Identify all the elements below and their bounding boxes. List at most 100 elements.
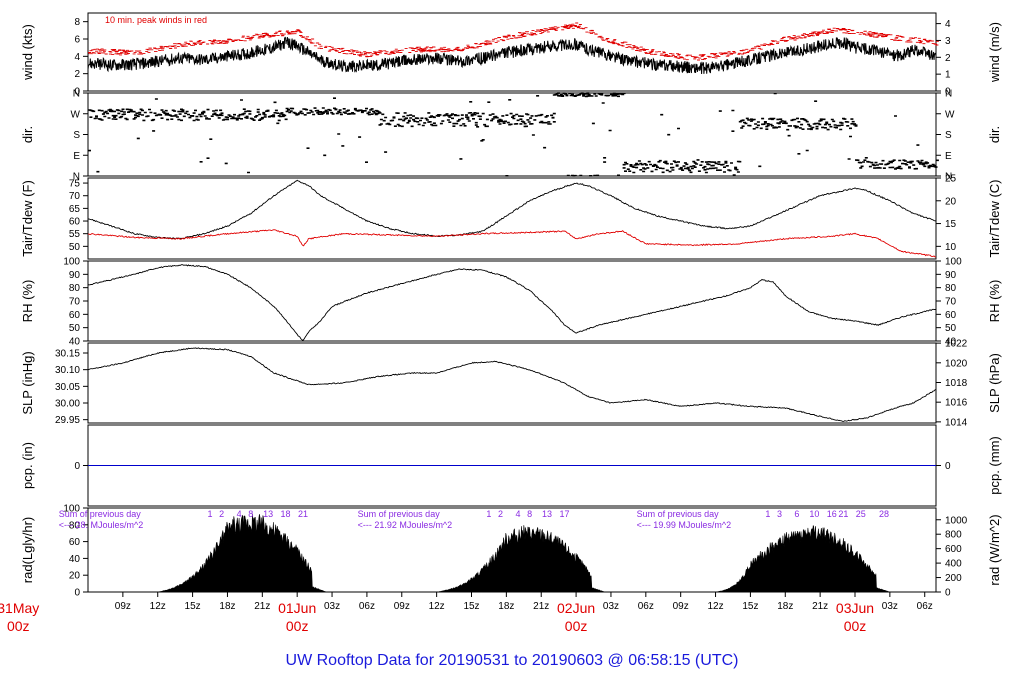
dir-ytick-label: N <box>73 89 80 100</box>
rh-ytick-label: 80 <box>69 283 81 294</box>
rh-ytick-label: 40 <box>69 337 81 348</box>
rad-day-marker: 4 <box>237 509 242 519</box>
pcp-ylabel-right: pcp. (mm) <box>987 436 1002 495</box>
pcp-ytick-right-label: 0 <box>945 461 951 472</box>
rad-day-marker: 2 <box>219 509 224 519</box>
wind-ytick-label: 8 <box>74 17 80 28</box>
rad-day-marker: 21 <box>838 509 848 519</box>
wind-ylabel: wind (kts) <box>20 24 35 81</box>
rad-ytick-label: 60 <box>69 537 81 548</box>
xtick-label: 06z <box>638 601 654 612</box>
rad-ytick-label: 40 <box>69 554 81 565</box>
rad-day-marker: 21 <box>298 509 308 519</box>
wind-ytick-right-label: 3 <box>945 36 951 47</box>
rad-day-marker: 1 <box>765 509 770 519</box>
wind-ytick-right-label: 2 <box>945 53 951 64</box>
rad-day-marker: 8 <box>248 509 253 519</box>
rad-ytick-right-label: 1000 <box>945 515 968 526</box>
temp-ytick-right-label: 20 <box>945 196 957 207</box>
temp-ylabel: Tair/Tdew (F) <box>20 180 35 257</box>
slp-ytick-label: 30.10 <box>55 365 80 376</box>
rad-ytick-right-label: 800 <box>945 530 962 541</box>
rh-ytick-right-label: 60 <box>945 310 957 321</box>
date-time-label: 00z <box>844 618 867 634</box>
dir-ytick-right-label: N <box>945 172 952 183</box>
rh-ytick-right-label: 50 <box>945 323 957 334</box>
wind-ytick-label: 2 <box>74 69 80 80</box>
temp-series-tair <box>87 179 936 240</box>
dir-ylabel-right: dir. <box>987 126 1002 143</box>
rh-ylabel: RH (%) <box>20 280 35 323</box>
slp-ylabel-right: SLP (hPa) <box>987 353 1002 413</box>
rad-day-marker: 13 <box>542 509 552 519</box>
rad-day-marker: 8 <box>527 509 532 519</box>
xtick-label: 21z <box>254 601 270 612</box>
rad-note-line2: <--- 28. MJoules/m^2 <box>59 520 144 530</box>
rh-ytick-right-label: 90 <box>945 270 957 281</box>
rad-day-2 <box>436 525 606 593</box>
temp-ytick-label: 55 <box>69 229 81 240</box>
rad-ylabel: rad(Lgly/hr) <box>20 517 35 583</box>
rad-day-marker: 10 <box>809 509 819 519</box>
rad-day-marker: 28 <box>879 509 889 519</box>
temp-ylabel-right: Tair/Tdew (C) <box>987 179 1002 257</box>
slp-ytick-label: 29.95 <box>55 415 80 426</box>
rh-ytick-label: 100 <box>63 257 80 268</box>
rad-ytick-label: 0 <box>74 588 80 599</box>
slp-ytick-right-label: 1020 <box>945 358 968 369</box>
panel-wind: wind (kts) wind (m/s) 0 2 4 6 8 0 1 2 3 4 10 min. pe… <box>20 12 1002 98</box>
xtick-label: 15z <box>463 601 479 612</box>
rad-day-marker: 17 <box>559 509 569 519</box>
wind-ytick-label: 4 <box>74 52 80 63</box>
rad-ytick-label: 100 <box>63 504 80 515</box>
xtick-label: 06z <box>917 601 933 612</box>
rh-ytick-label: 60 <box>69 310 81 321</box>
date-time-label: 00z <box>7 618 30 634</box>
rad-note-line2: <--- 19.99 MJoules/m^2 <box>637 520 732 530</box>
rad-day-marker: 3 <box>777 509 782 519</box>
dir-frame <box>87 92 937 177</box>
slp-series-slp <box>87 347 937 422</box>
rh-ytick-right-label: 40 <box>945 337 957 348</box>
rad-ytick-right-label: 400 <box>945 559 962 570</box>
xtick-label: 18z <box>777 601 793 612</box>
xtick-label: 21z <box>533 601 549 612</box>
wind-peak-note: 10 min. peak winds in red <box>105 15 207 25</box>
rad-ylabel-right: rad (W/m^2) <box>987 514 1002 585</box>
slp-ytick-label: 30.00 <box>55 399 80 410</box>
dir-ytick-right-label: N <box>945 89 952 100</box>
rh-ytick-right-label: 100 <box>945 257 962 268</box>
panel-pcp: pcp. (in) pcp. (mm) 0 0 <box>20 424 1002 507</box>
rad-day-marker: 1 <box>486 509 491 519</box>
xtick-label: 03z <box>882 601 898 612</box>
wind-ytick-right-label: 4 <box>945 19 951 30</box>
slp-ylabel: SLP (inHg) <box>20 351 35 414</box>
temp-series-tdew <box>87 229 936 258</box>
rad-day-marker: 6 <box>794 509 799 519</box>
temp-ytick-right-label: 15 <box>945 219 957 230</box>
rad-ytick-label: 80 <box>69 520 81 531</box>
temp-ytick-label: 75 <box>69 179 81 190</box>
x-axis: 09z 12z 15z 18z 21z 03z 06z 09z 12z 15z 18z 21z 03z 0… <box>0 592 933 634</box>
rh-ytick-right-label: 70 <box>945 297 957 308</box>
temp-ytick-right-label: 25 <box>945 174 957 185</box>
rad-ytick-right-label: 0 <box>945 588 951 599</box>
rh-series-rh <box>87 264 936 342</box>
pcp-ytick-label: 0 <box>74 461 80 472</box>
xtick-label: 12z <box>707 601 723 612</box>
xtick-label: 06z <box>359 601 375 612</box>
xtick-label: 18z <box>498 601 514 612</box>
slp-ytick-right-label: 1022 <box>945 339 968 350</box>
slp-ytick-label: 30.05 <box>55 382 80 393</box>
rad-day-marker: 13 <box>263 509 273 519</box>
rad-day-marker: 1 <box>208 509 213 519</box>
slp-ytick-right-label: 1016 <box>945 398 968 409</box>
rad-note-line1: Sum of previous day <box>637 509 720 519</box>
slp-ytick-right-label: 1014 <box>945 417 968 428</box>
rad-day-marker: 18 <box>281 509 291 519</box>
rad-day-marker: 2 <box>498 509 503 519</box>
panel-rad: rad(Lgly/hr) rad (W/m^2)02040608010002004… <box>20 504 1002 599</box>
